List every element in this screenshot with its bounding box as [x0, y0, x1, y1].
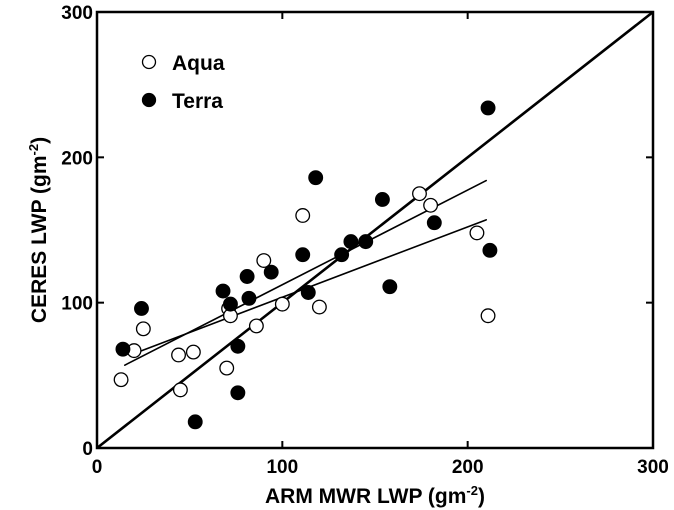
legend-aqua-label: Aqua — [172, 52, 225, 75]
aqua-point-14 — [412, 186, 427, 202]
aqua-point-11 — [274, 296, 290, 312]
terra-point-3 — [215, 283, 231, 299]
terra-point-4 — [222, 296, 238, 312]
legend-terra-marker — [141, 92, 157, 108]
aqua-point-17 — [480, 308, 496, 324]
terra-point-13 — [334, 247, 350, 263]
y-tick-label-100: 100 — [61, 294, 93, 315]
aqua-point-16 — [469, 225, 485, 241]
aqua-point-13 — [311, 299, 327, 315]
x-tick-label-200: 200 — [452, 457, 484, 478]
x-tick-label-300: 300 — [637, 457, 669, 478]
terra-point-19 — [480, 100, 496, 116]
aqua-point-12 — [295, 208, 311, 223]
terra-point-15 — [358, 234, 374, 250]
terra-point-18 — [426, 215, 442, 231]
aqua-point-15 — [423, 197, 439, 213]
x-tick-label-0: 0 — [92, 457, 103, 478]
y-tick-label-300: 300 — [61, 3, 93, 24]
aqua-point-3 — [171, 347, 186, 363]
aqua-point-4 — [172, 382, 188, 398]
terra-point-9 — [263, 264, 279, 280]
x-axis-title: ARM MWR LWP (gm-2) — [265, 483, 485, 508]
legend-aqua-marker — [141, 54, 157, 70]
y-tick-label-200: 200 — [61, 148, 93, 169]
y-tick-label-0: 0 — [82, 439, 93, 460]
terra-point-11 — [300, 285, 316, 300]
aqua-point-2 — [135, 321, 151, 337]
terra-point-10 — [295, 247, 311, 263]
terra-point-17 — [382, 279, 398, 295]
terra-point-0 — [115, 341, 131, 357]
aqua-point-10 — [256, 253, 272, 268]
terra-point-5 — [230, 338, 246, 354]
aqua-point-0 — [113, 372, 129, 388]
terra-point-14 — [343, 234, 359, 250]
terra-point-6 — [230, 385, 246, 401]
legend: Aqua Terra — [141, 52, 225, 113]
aqua-point-6 — [219, 360, 235, 376]
terra-point-7 — [239, 269, 255, 284]
legend-terra-label: Terra — [172, 90, 223, 113]
one-to-one-line — [97, 12, 653, 448]
terra-point-1 — [134, 301, 149, 316]
axis-ticks: 0 100 200 300 0 100 200 300 — [61, 3, 669, 478]
aqua-point-9 — [248, 318, 264, 334]
terra-point-20 — [482, 242, 498, 258]
aqua-point-5 — [185, 344, 201, 360]
data-points — [113, 100, 498, 430]
terra-point-12 — [308, 170, 324, 186]
y-axis-title: CERES LWP (gm-2) — [26, 137, 51, 323]
terra-point-8 — [241, 290, 257, 306]
plot-frame — [95, 10, 655, 450]
terra-point-16 — [374, 192, 390, 207]
terra-point-2 — [187, 414, 203, 430]
x-tick-label-100: 100 — [266, 457, 298, 478]
